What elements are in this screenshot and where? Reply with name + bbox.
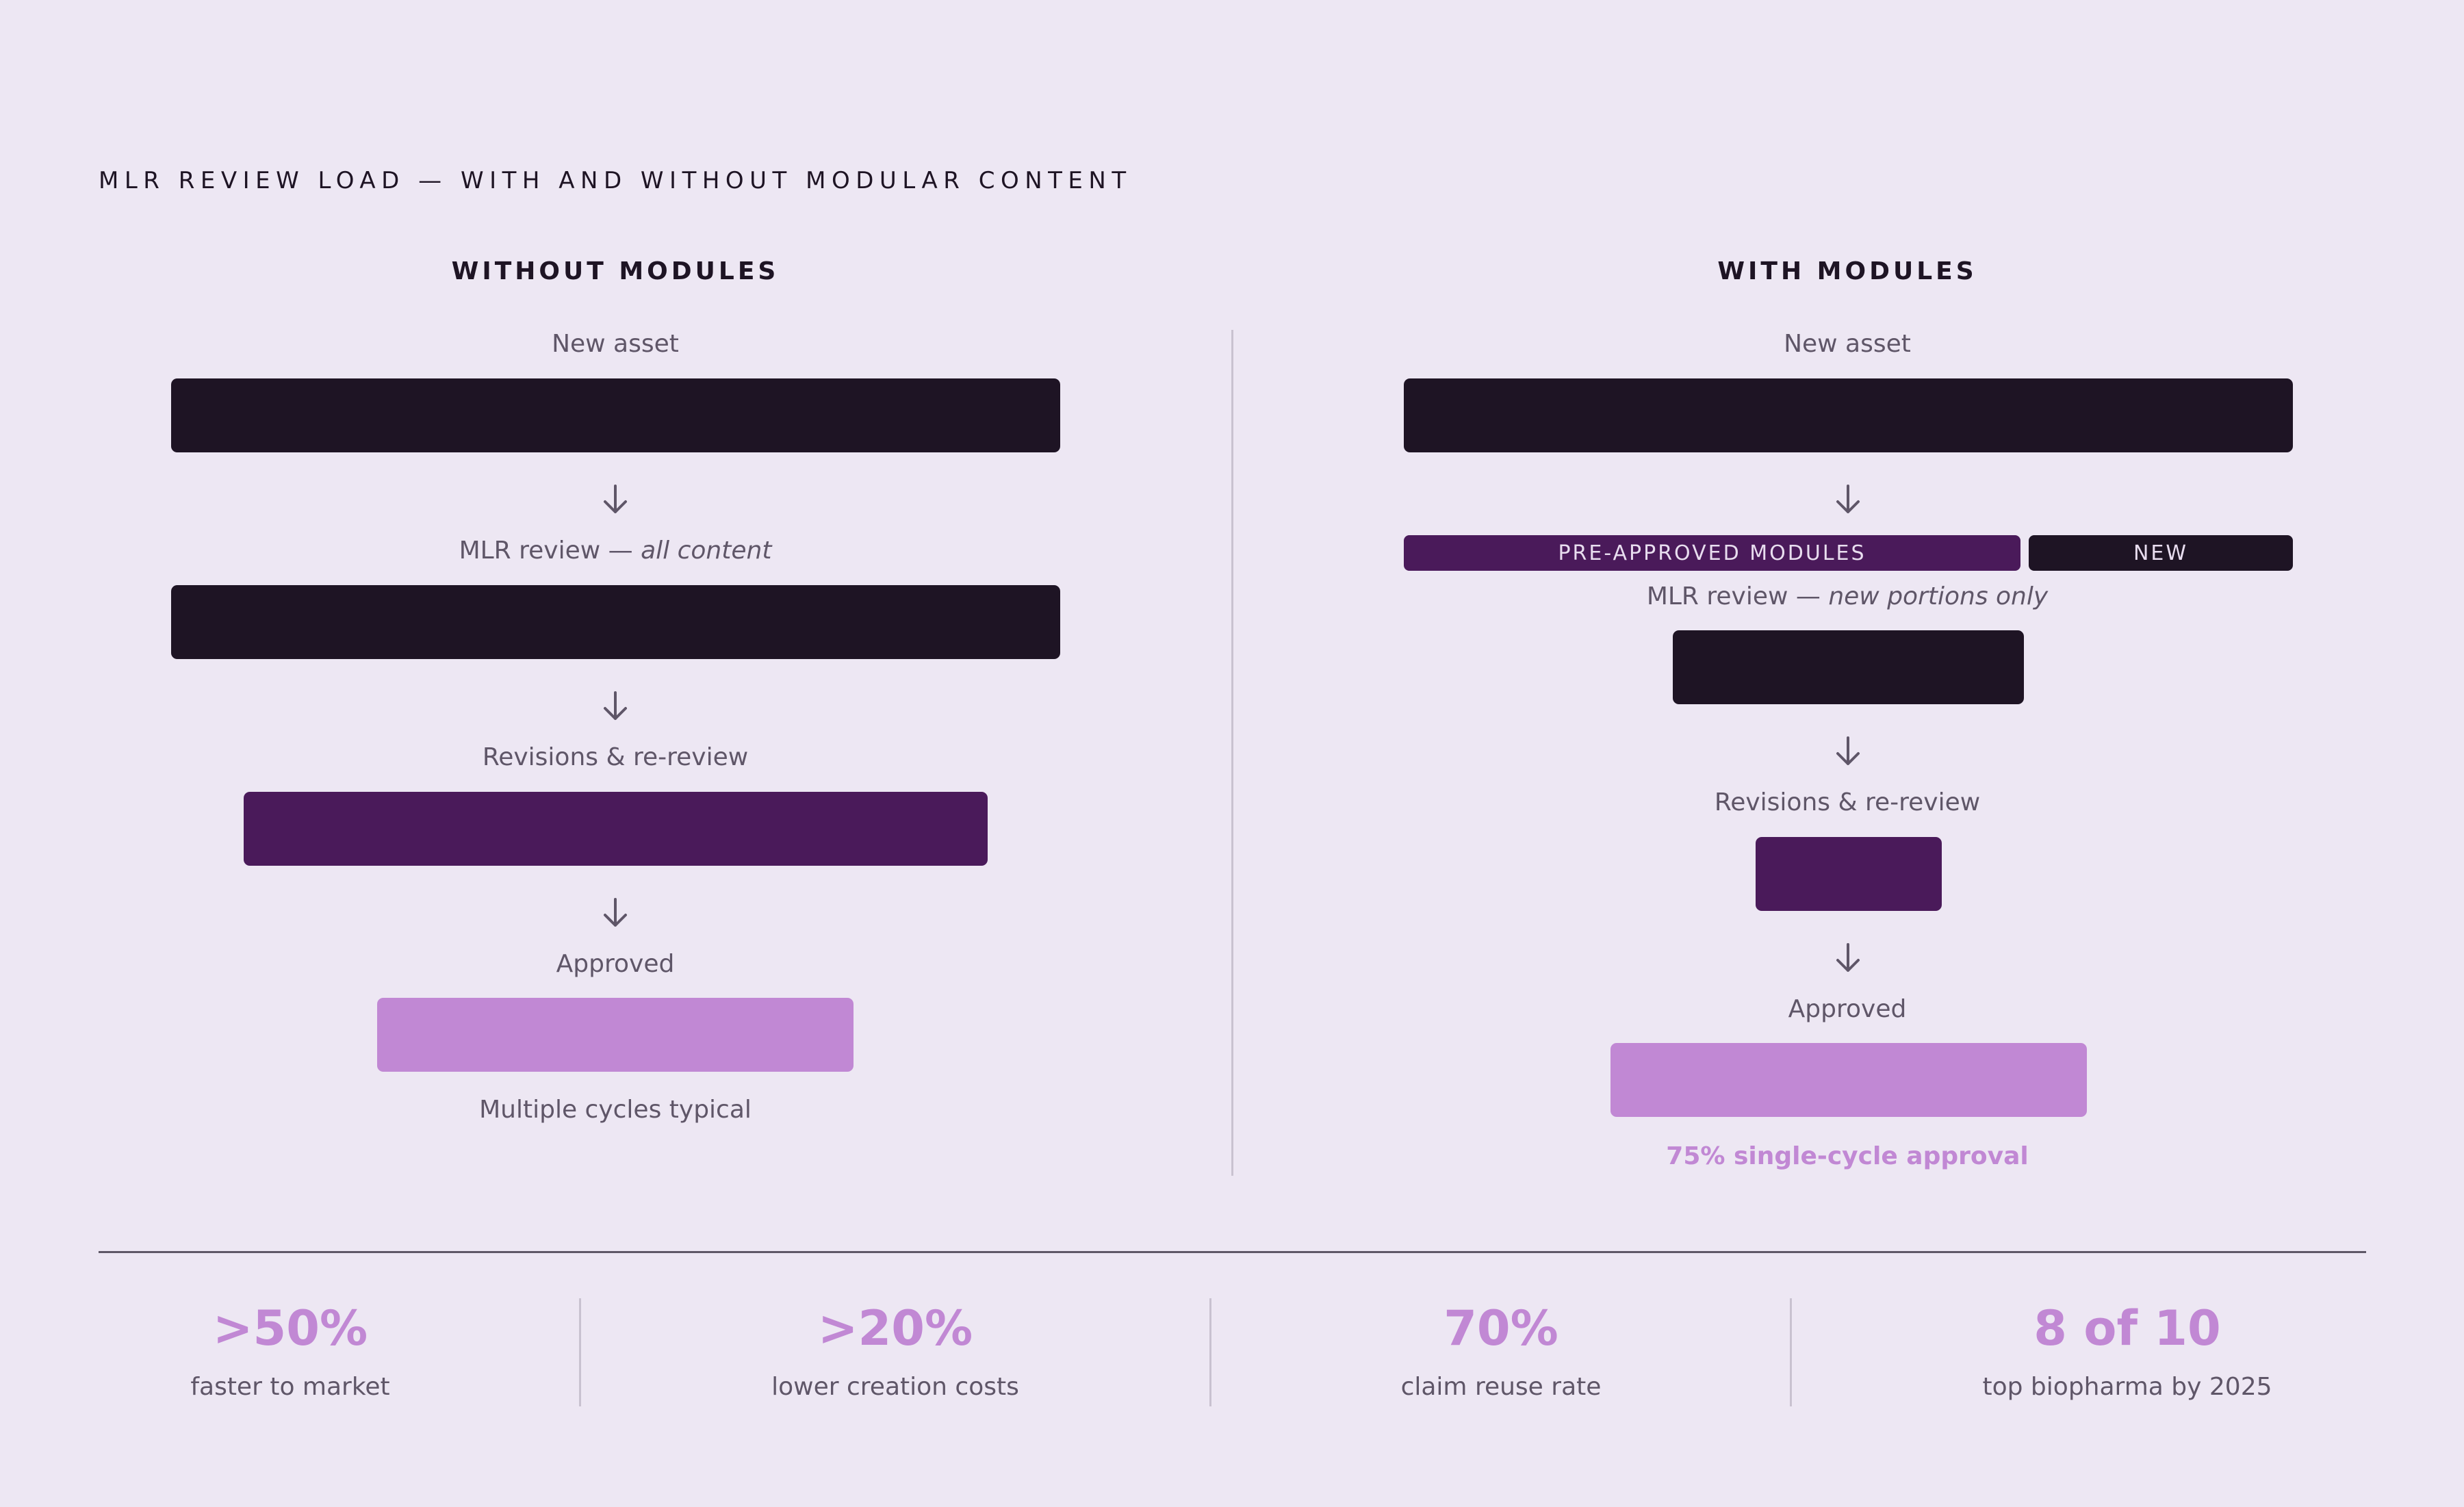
with-step-approved-label: Approved bbox=[1788, 995, 1907, 1023]
without-step-approved-label: Approved bbox=[556, 950, 675, 978]
without-modules-heading: WITHOUT MODULES bbox=[451, 257, 780, 285]
down-arrow-icon bbox=[604, 485, 627, 513]
stat-divider bbox=[1790, 1298, 1792, 1406]
with-new-asset-bar bbox=[1404, 378, 2293, 452]
with-step-mlr-review-label: MLR review — new portions only bbox=[1646, 582, 2049, 610]
stat-value: 8 of 10 bbox=[2033, 1300, 2221, 1356]
stat-label: top biopharma by 2025 bbox=[1982, 1373, 2272, 1401]
stat-divider bbox=[1209, 1298, 1211, 1406]
stat-divider bbox=[579, 1298, 581, 1406]
without-step-new-asset-label: New asset bbox=[552, 330, 679, 358]
without-new-asset-bar bbox=[171, 378, 1060, 452]
without-step-mlr-review-label: MLR review — all content bbox=[459, 537, 772, 565]
with-modules-heading: WITH MODULES bbox=[1717, 257, 1977, 285]
with-mlr-review-bar bbox=[1673, 630, 2024, 704]
new-content-segment: NEW bbox=[2029, 535, 2293, 571]
with-note: 75% single-cycle approval bbox=[1666, 1142, 2029, 1170]
without-note: Multiple cycles typical bbox=[479, 1096, 752, 1124]
down-arrow-icon bbox=[604, 898, 627, 927]
without-step-revisions-label: Revisions & re-review bbox=[482, 743, 749, 771]
with-approved-bar bbox=[1610, 1043, 2087, 1117]
with-revisions-bar bbox=[1756, 837, 1942, 911]
stat-value: >20% bbox=[817, 1300, 973, 1356]
down-arrow-icon bbox=[604, 691, 627, 720]
without-revisions-bar bbox=[244, 792, 988, 866]
down-arrow-icon bbox=[1836, 736, 1860, 765]
without-approved-bar bbox=[377, 998, 854, 1072]
without-mlr-review-bar bbox=[171, 585, 1060, 659]
down-arrow-icon bbox=[1836, 485, 1860, 513]
column-divider bbox=[1231, 330, 1233, 1176]
with-step-new-asset-label: New asset bbox=[1784, 330, 1911, 358]
stat-label: lower creation costs bbox=[771, 1373, 1019, 1401]
section-divider bbox=[99, 1251, 2366, 1253]
down-arrow-icon bbox=[1836, 943, 1860, 972]
pre-approved-modules-segment: PRE-APPROVED MODULES bbox=[1404, 535, 2020, 571]
stat-value: >50% bbox=[212, 1300, 368, 1356]
stat-label: faster to market bbox=[190, 1373, 390, 1401]
stat-label: claim reuse rate bbox=[1400, 1373, 1602, 1401]
page-title: MLR REVIEW LOAD — WITH AND WITHOUT MODUL… bbox=[99, 167, 1132, 194]
with-step-revisions-label: Revisions & re-review bbox=[1714, 788, 1981, 816]
stat-value: 70% bbox=[1443, 1300, 1558, 1356]
